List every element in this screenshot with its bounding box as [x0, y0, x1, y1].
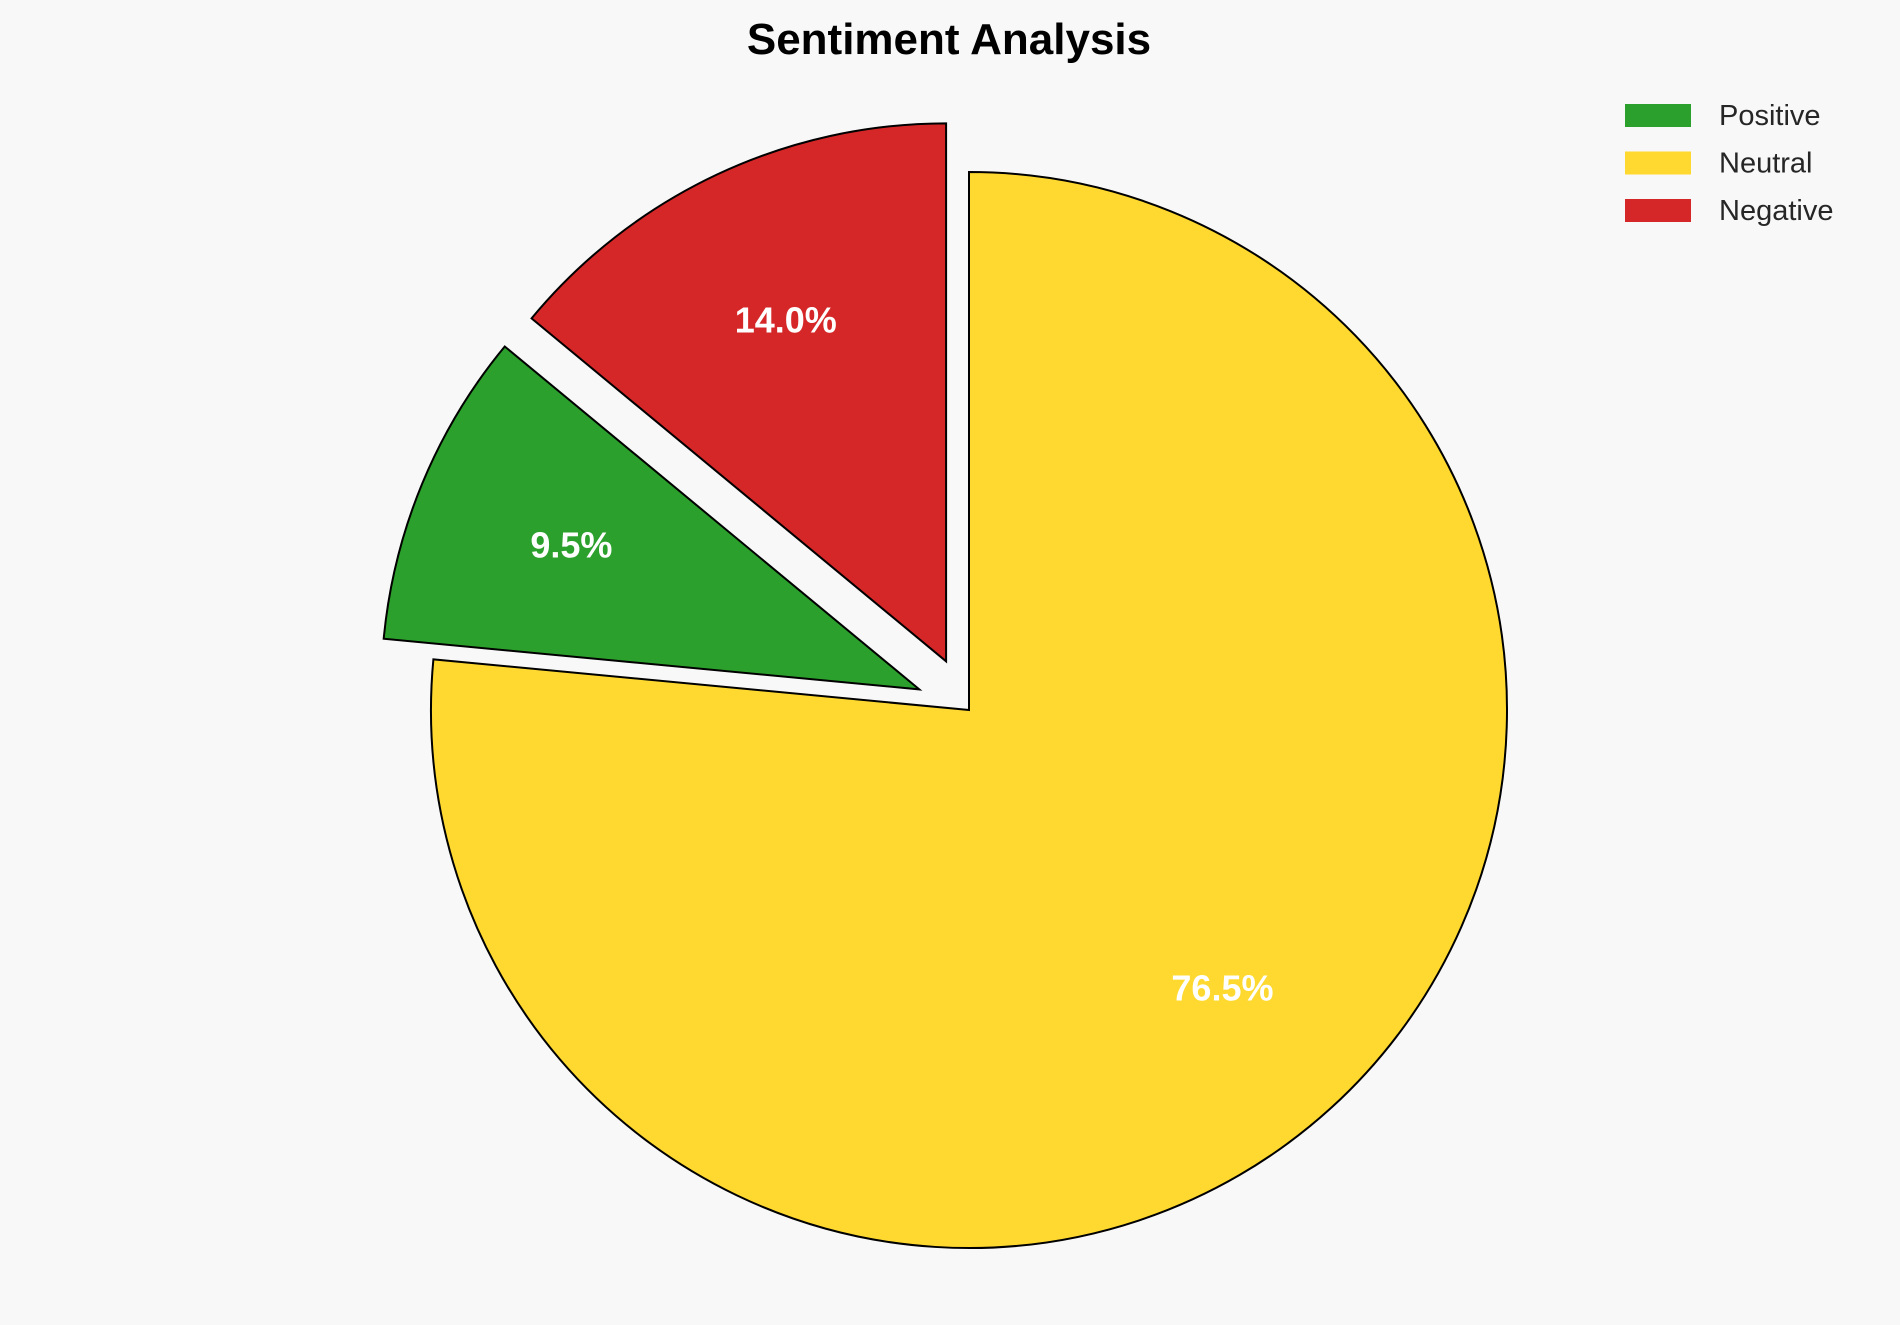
legend-swatch-neutral: [1625, 151, 1691, 175]
pie-slice-positive: [382, 345, 923, 691]
pct-label-positive: 9.5%: [530, 524, 612, 565]
legend-label-neutral: Neutral: [1719, 148, 1813, 180]
pct-label-negative: 14.0%: [735, 300, 837, 341]
legend-swatch-positive: [1625, 104, 1691, 127]
legend-label-negative: Negative: [1719, 195, 1833, 227]
pct-label-neutral: 76.5%: [1171, 968, 1273, 1009]
legend-label-positive: Positive: [1719, 100, 1821, 132]
legend-swatch-negative: [1625, 199, 1691, 222]
chart-title: Sentiment Analysis: [747, 15, 1151, 64]
pie-slice-neutral: [430, 170, 1508, 1249]
legend: Positive Neutral Negative: [1625, 100, 1833, 227]
pie-slice-negative: [530, 122, 948, 664]
